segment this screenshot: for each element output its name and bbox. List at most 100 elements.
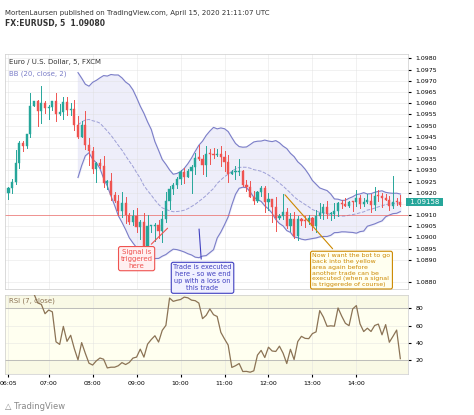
Bar (55, 101, 57, 114)
Bar (209, 153, 211, 154)
Bar (205, 154, 207, 166)
Bar (102, 166, 105, 183)
Bar (121, 203, 123, 211)
Bar (333, 211, 336, 214)
Bar (165, 201, 167, 219)
Bar (253, 197, 255, 201)
Bar (242, 171, 244, 185)
Bar (5, 361, 408, 374)
Bar (88, 145, 90, 151)
Bar (267, 199, 270, 202)
Bar (256, 192, 258, 201)
Bar (44, 103, 46, 108)
Bar (322, 207, 325, 213)
Bar (304, 220, 306, 221)
Bar (136, 216, 137, 227)
Bar (264, 188, 266, 202)
Bar (113, 195, 116, 201)
Bar (301, 220, 302, 221)
Bar (216, 154, 218, 156)
Bar (146, 226, 149, 255)
Bar (150, 225, 152, 226)
Bar (66, 103, 68, 110)
Text: BB (20, close, 2): BB (20, close, 2) (9, 71, 66, 77)
Bar (117, 201, 119, 211)
Bar (73, 109, 75, 125)
Text: 1.09158: 1.09158 (408, 199, 441, 205)
Bar (201, 159, 204, 166)
Bar (377, 195, 379, 196)
Bar (99, 163, 101, 166)
Bar (293, 219, 295, 237)
Bar (308, 218, 310, 221)
Bar (84, 125, 86, 145)
Bar (363, 202, 365, 204)
Bar (110, 181, 112, 195)
Text: Trade is executed
here - so we end
up with a loss on
this trade: Trade is executed here - so we end up wi… (173, 229, 232, 291)
Bar (161, 219, 164, 232)
Bar (22, 143, 24, 146)
Bar (381, 196, 383, 198)
Bar (77, 125, 79, 137)
Bar (286, 212, 288, 227)
Bar (62, 103, 64, 112)
Bar (128, 215, 130, 222)
Bar (36, 101, 39, 111)
Bar (238, 171, 240, 172)
Text: Now I want the bot to go
back into the yellow
area again before
another trade ca: Now I want the bot to go back into the y… (285, 195, 391, 287)
Bar (227, 162, 229, 174)
Bar (91, 151, 94, 168)
Bar (399, 203, 401, 205)
Bar (59, 112, 61, 114)
Bar (51, 101, 54, 107)
Bar (187, 171, 189, 177)
Bar (249, 187, 251, 197)
Bar (289, 219, 292, 227)
Text: Signal is
triggered
here: Signal is triggered here (120, 228, 168, 269)
Bar (344, 204, 346, 206)
Bar (95, 163, 97, 168)
Bar (352, 201, 354, 203)
Bar (26, 134, 28, 146)
Bar (392, 202, 394, 206)
Bar (223, 157, 226, 162)
Bar (5, 295, 408, 308)
Bar (106, 181, 109, 183)
Bar (33, 101, 35, 106)
Bar (395, 201, 398, 203)
Bar (125, 203, 127, 215)
Bar (168, 189, 171, 201)
Bar (220, 154, 222, 157)
Bar (40, 103, 43, 111)
Text: MortenLaursen published on TradingView.com, April 15, 2020 21:11:07 UTC: MortenLaursen published on TradingView.c… (5, 10, 269, 16)
Bar (212, 154, 215, 156)
Bar (176, 179, 178, 185)
Bar (348, 202, 350, 206)
Bar (231, 172, 233, 174)
Bar (183, 172, 185, 177)
Bar (374, 196, 376, 205)
Bar (341, 203, 343, 204)
Bar (15, 163, 17, 182)
Bar (154, 225, 156, 226)
Bar (194, 158, 196, 167)
Bar (311, 218, 313, 226)
Bar (132, 216, 134, 222)
Bar (139, 222, 141, 227)
Bar (337, 203, 339, 211)
Bar (81, 125, 83, 137)
Bar (70, 109, 72, 110)
Bar (297, 220, 299, 237)
Text: FX:EURUSD, 5  1.09080: FX:EURUSD, 5 1.09080 (5, 19, 108, 28)
Bar (47, 107, 50, 108)
Bar (18, 143, 20, 163)
Bar (359, 198, 361, 204)
Bar (315, 216, 317, 226)
Bar (260, 188, 262, 192)
Bar (271, 199, 273, 207)
Text: Euro / U.S. Dollar, 5, FXCM: Euro / U.S. Dollar, 5, FXCM (9, 59, 101, 65)
Text: △ TradingView: △ TradingView (5, 402, 65, 411)
Bar (234, 171, 237, 172)
Bar (329, 213, 332, 214)
Bar (278, 215, 281, 218)
